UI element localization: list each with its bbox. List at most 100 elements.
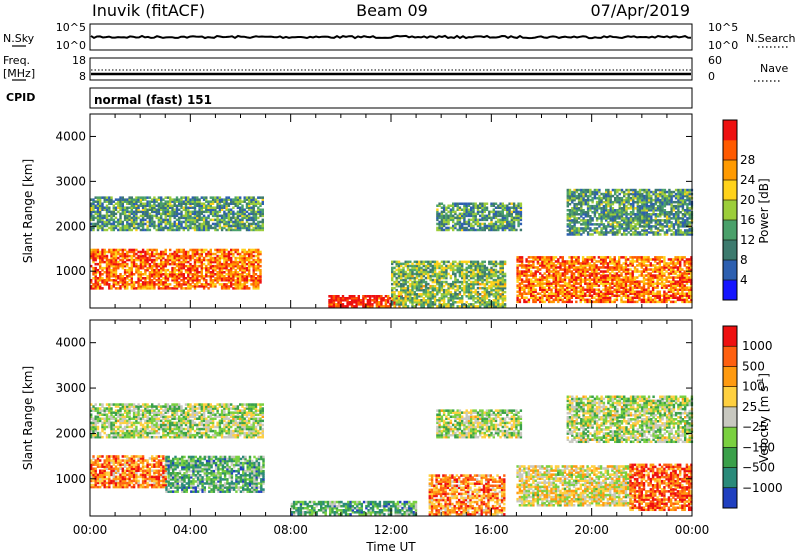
echo-cell bbox=[461, 299, 464, 302]
echo-cell bbox=[99, 224, 102, 228]
echo-cell bbox=[350, 299, 354, 302]
echo-cell bbox=[90, 252, 93, 256]
echo-cell bbox=[599, 260, 603, 263]
echo-cell bbox=[205, 281, 208, 284]
echo-cell bbox=[631, 296, 634, 300]
echo-cell bbox=[669, 272, 673, 275]
echo-cell bbox=[488, 216, 491, 220]
echo-cell bbox=[101, 254, 104, 258]
echo-cell bbox=[123, 226, 127, 230]
echo-cell bbox=[561, 268, 564, 271]
echo-cell bbox=[503, 220, 507, 224]
echo-cell bbox=[141, 218, 145, 222]
echo-cell bbox=[205, 200, 208, 203]
echo-cell bbox=[146, 220, 149, 224]
echo-cell bbox=[121, 250, 124, 254]
echo-cell bbox=[148, 220, 152, 224]
echo-cell bbox=[209, 271, 212, 274]
echo-cell bbox=[411, 266, 414, 270]
echo-cell bbox=[243, 268, 246, 272]
echo-cell bbox=[550, 266, 553, 269]
echo-cell bbox=[518, 272, 522, 275]
echo-cell bbox=[151, 248, 154, 252]
echo-cell bbox=[123, 228, 127, 232]
echo-cell bbox=[458, 226, 462, 230]
echo-cell bbox=[532, 262, 535, 265]
echo-cell bbox=[618, 260, 621, 263]
echo-cell bbox=[184, 212, 188, 216]
echo-cell bbox=[494, 260, 498, 264]
freq-left-label-1: Freq. bbox=[3, 54, 30, 67]
echo-cell bbox=[413, 305, 416, 308]
echo-cell bbox=[245, 252, 249, 256]
echo-cell bbox=[402, 288, 405, 292]
echo-cell bbox=[96, 220, 100, 224]
echo-cell bbox=[494, 268, 498, 272]
echo-cell bbox=[236, 279, 240, 282]
echo-cell bbox=[193, 260, 197, 264]
echo-cell bbox=[157, 228, 161, 232]
echo-cell bbox=[178, 256, 181, 260]
echo-cell bbox=[563, 296, 567, 300]
echo-cell bbox=[171, 208, 174, 212]
echo-cell bbox=[409, 290, 412, 294]
echo-cell bbox=[516, 266, 519, 269]
echo-cell bbox=[139, 210, 143, 214]
echo-cell bbox=[561, 286, 564, 289]
echo-cell bbox=[440, 226, 444, 230]
echo-cell bbox=[151, 273, 154, 276]
echo-cell bbox=[520, 294, 524, 298]
echo-cell bbox=[649, 284, 652, 287]
echo-cell bbox=[541, 296, 544, 300]
echo-cell bbox=[647, 300, 650, 304]
echo-cell bbox=[146, 196, 149, 199]
echo-cell bbox=[411, 284, 414, 288]
echo-cell bbox=[418, 280, 421, 284]
echo-cell bbox=[672, 276, 675, 279]
echo-cell bbox=[99, 206, 102, 210]
echo-cell bbox=[613, 290, 616, 294]
echo-cell bbox=[148, 271, 152, 274]
echo-cell bbox=[144, 210, 147, 214]
echo-cell bbox=[559, 276, 562, 279]
echo-cell bbox=[243, 226, 246, 230]
echo-cell bbox=[207, 204, 210, 208]
echo-cell bbox=[245, 204, 249, 208]
echo-cell bbox=[575, 256, 578, 259]
echo-cell bbox=[479, 206, 482, 210]
echo-cell bbox=[162, 268, 165, 272]
echo-cell bbox=[178, 254, 181, 258]
echo-cell bbox=[429, 260, 432, 264]
echo-cell bbox=[638, 280, 641, 283]
echo-cell bbox=[404, 262, 407, 266]
echo-cell bbox=[241, 226, 244, 230]
echo-cell bbox=[92, 226, 95, 230]
echo-cell bbox=[189, 202, 192, 206]
echo-cell bbox=[207, 283, 210, 286]
echo-cell bbox=[202, 218, 206, 222]
echo-cell bbox=[667, 264, 671, 267]
echo-cell bbox=[178, 216, 181, 220]
echo-cell bbox=[609, 292, 612, 296]
echo-cell bbox=[254, 200, 258, 203]
echo-cell bbox=[597, 266, 601, 269]
echo-cell bbox=[110, 248, 113, 252]
echo-cell bbox=[395, 299, 398, 302]
echo-cell bbox=[155, 228, 158, 232]
echo-cell bbox=[532, 256, 535, 259]
echo-cell bbox=[126, 250, 129, 254]
echo-cell bbox=[196, 212, 199, 216]
echo-cell bbox=[599, 278, 603, 281]
echo-cell bbox=[146, 262, 149, 266]
echo-cell bbox=[525, 296, 528, 300]
echo-cell bbox=[236, 264, 240, 268]
echo-cell bbox=[187, 275, 190, 278]
echo-cell bbox=[218, 266, 222, 270]
echo-cell bbox=[157, 252, 161, 256]
echo-cell bbox=[454, 274, 457, 278]
echo-cell bbox=[227, 252, 231, 256]
echo-cell bbox=[117, 250, 120, 254]
echo-cell bbox=[629, 284, 632, 287]
echo-cell bbox=[458, 305, 462, 308]
echo-cell bbox=[382, 299, 385, 302]
